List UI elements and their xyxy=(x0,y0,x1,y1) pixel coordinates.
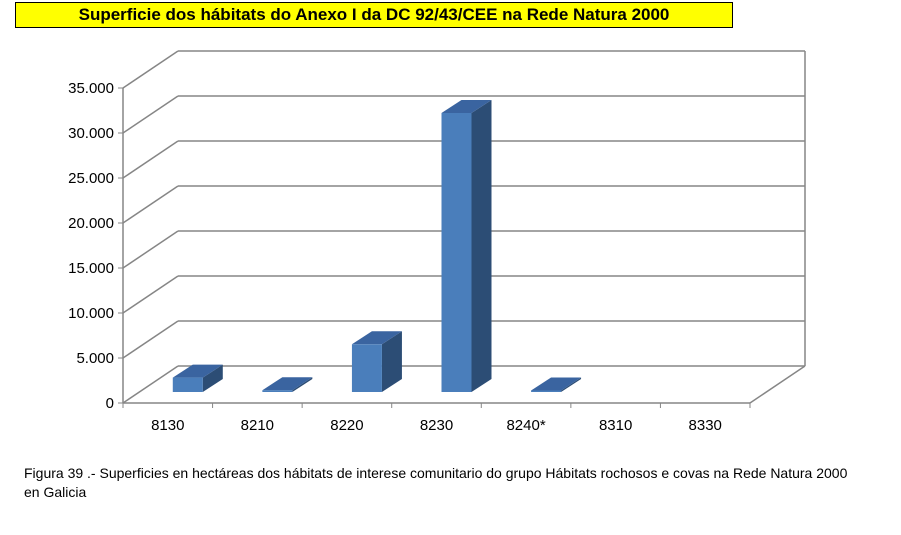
gridline-side xyxy=(122,365,179,404)
bar-front xyxy=(351,344,382,392)
gridline-side xyxy=(122,95,179,134)
y-tick-label: 10.000 xyxy=(68,305,114,322)
bar-top xyxy=(351,331,402,345)
gridline-side xyxy=(122,50,179,89)
bar-layer xyxy=(172,100,582,392)
figure-caption: Figura 39 .- Superficies en hectáreas do… xyxy=(24,465,848,500)
y-tick-label: 30.000 xyxy=(68,125,114,142)
floor-edge xyxy=(749,365,806,404)
bar-top xyxy=(172,364,223,378)
bar-front xyxy=(531,390,562,392)
bar-front xyxy=(262,390,293,392)
bar-side xyxy=(202,364,223,392)
bar xyxy=(351,331,402,392)
bar xyxy=(531,377,582,392)
gridline-side xyxy=(122,320,179,359)
label-layer: 0 5.000 10.000 15.000 20.000 25.000 30.000 35.0… xyxy=(68,80,722,434)
y-tick-label: 25.000 xyxy=(68,170,114,187)
chart-area: 0 5.000 10.000 15.000 20.000 25.000 30.000 35.0… xyxy=(68,50,806,434)
x-tick-label: 8220 xyxy=(330,417,363,434)
bar-top xyxy=(262,377,313,391)
y-tick-label: 20.000 xyxy=(68,215,114,232)
gridline-side xyxy=(122,275,179,314)
gridline-side xyxy=(122,185,179,224)
x-tick-label: 8240* xyxy=(506,417,545,434)
bar-top xyxy=(441,100,492,113)
y-tick-label: 35.000 xyxy=(68,80,114,97)
x-tick-label: 8130 xyxy=(151,417,184,434)
bar xyxy=(262,377,313,392)
y-tick-label: 15.000 xyxy=(68,260,114,277)
bar-side xyxy=(561,377,582,392)
bar-front xyxy=(441,113,472,392)
y-tick-label: 0 xyxy=(106,395,114,412)
bar xyxy=(441,100,492,392)
bar-front xyxy=(172,377,203,392)
x-tick-label: 8330 xyxy=(689,417,722,434)
bar xyxy=(172,364,223,392)
bar-side xyxy=(381,331,402,392)
chart-title: Superficie dos hábitats do Anexo I da DC… xyxy=(15,2,733,28)
x-tick-label: 8230 xyxy=(420,417,453,434)
x-tick-label: 8210 xyxy=(241,417,274,434)
gridline-side xyxy=(122,230,179,269)
bar-side xyxy=(471,100,492,392)
y-tick-label: 5.000 xyxy=(76,350,114,367)
bar-top xyxy=(531,377,582,391)
gridline-side xyxy=(122,140,179,179)
x-tick-label: 8310 xyxy=(599,417,632,434)
bar-side xyxy=(292,377,313,392)
